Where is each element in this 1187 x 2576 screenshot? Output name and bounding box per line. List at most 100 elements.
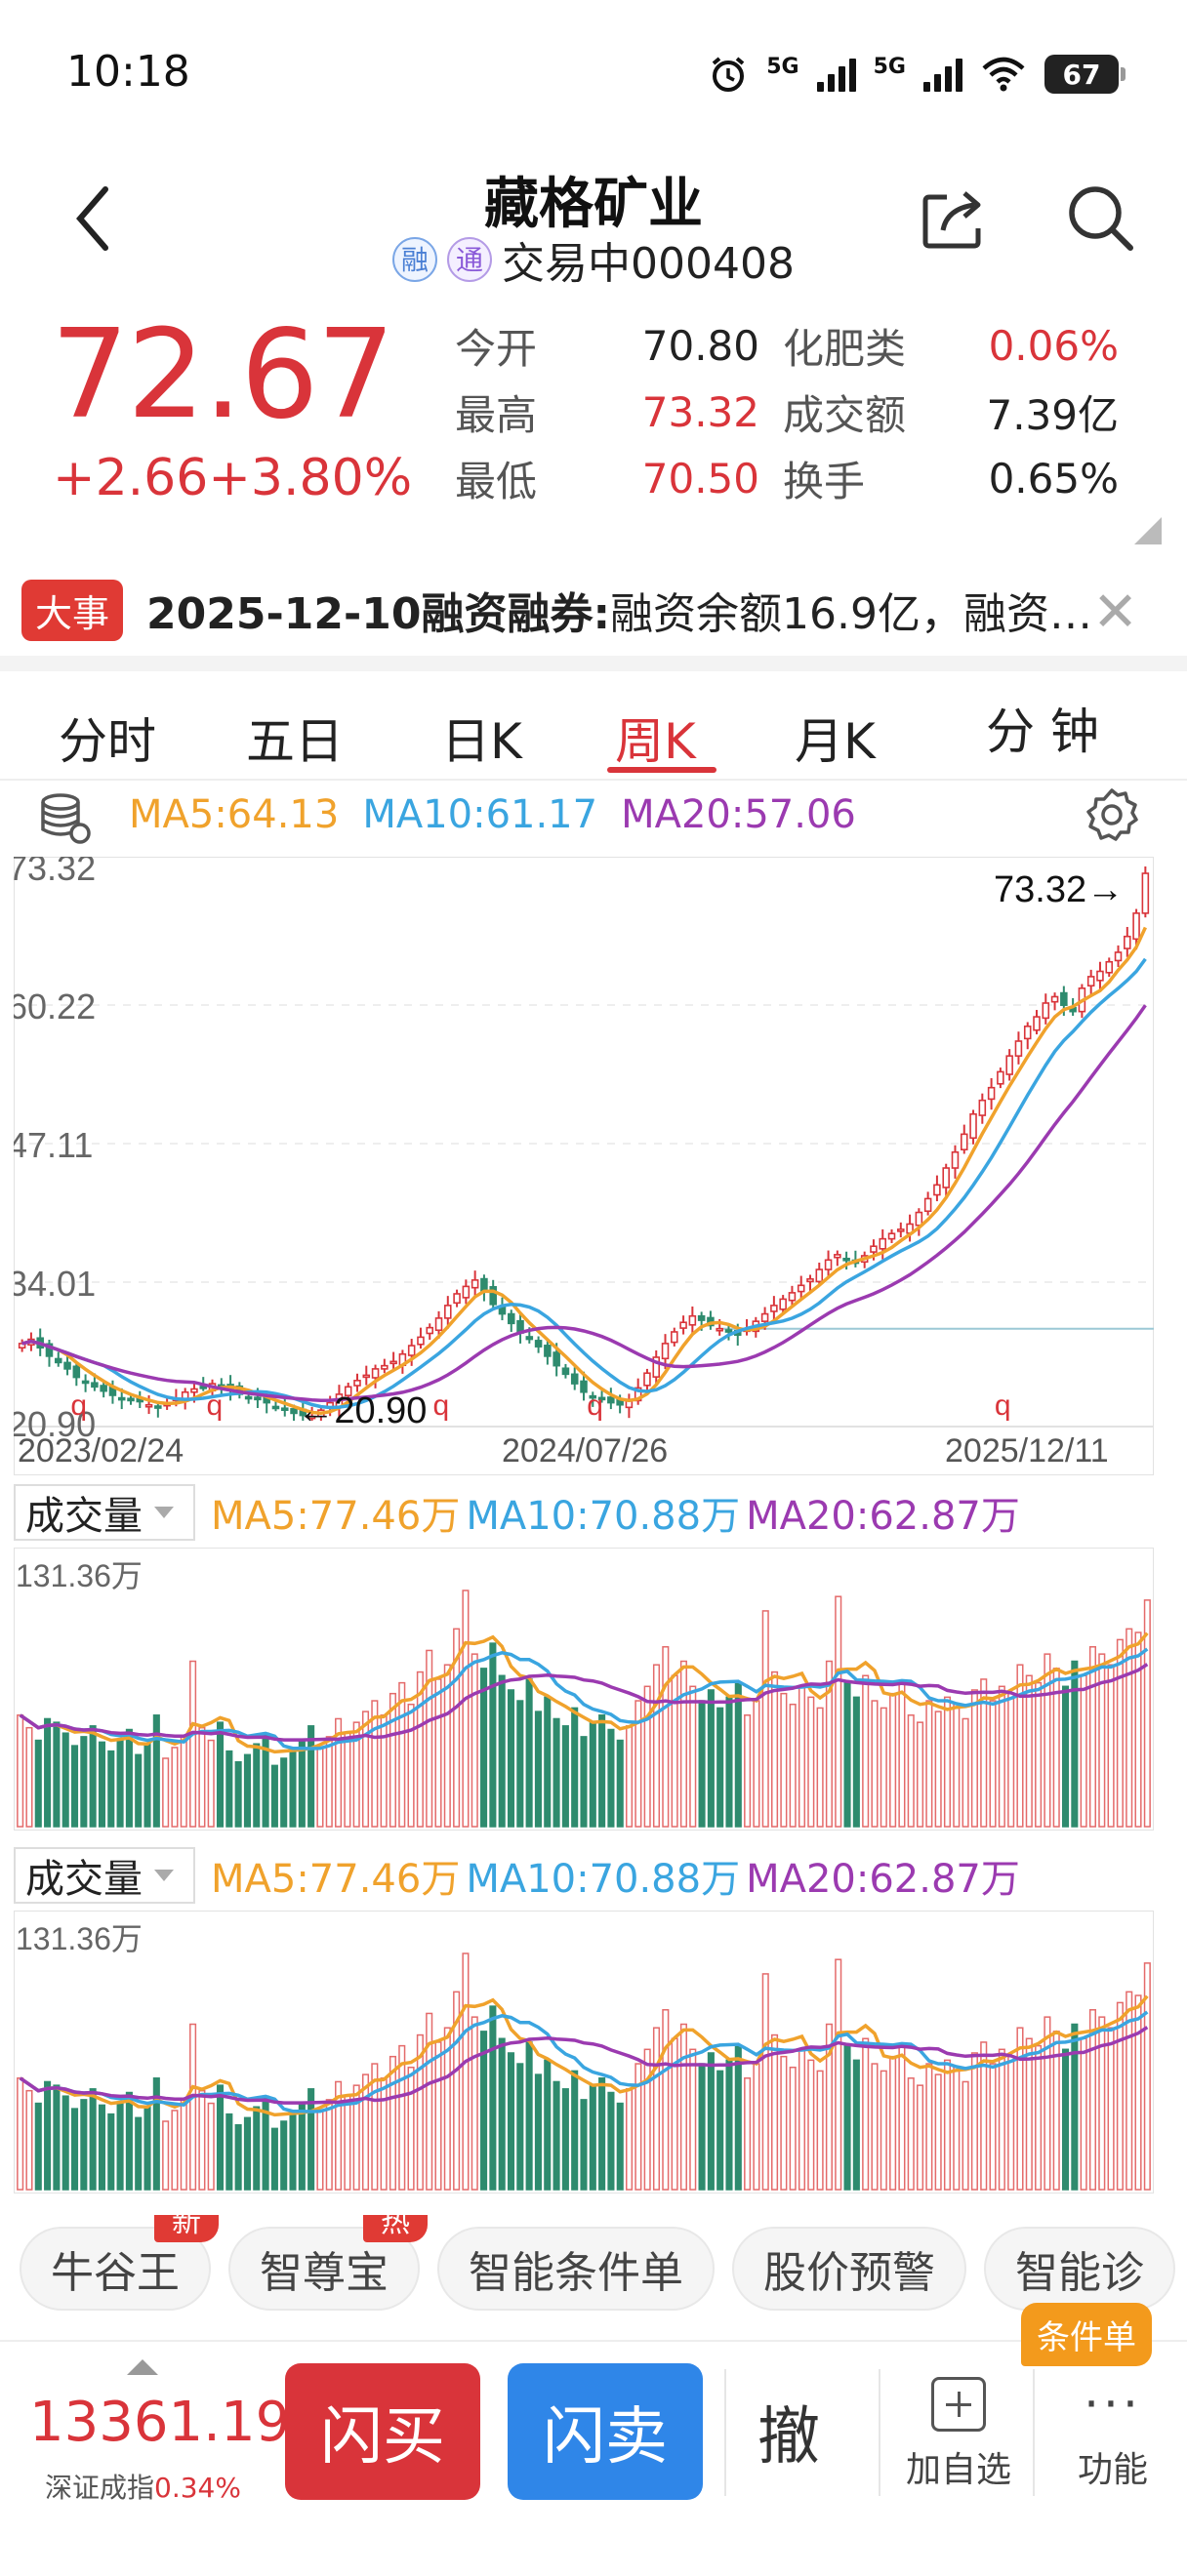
x-tick-label: 2025/12/11 bbox=[945, 1432, 1109, 1469]
volume-bar bbox=[917, 2084, 924, 2191]
index-value[interactable]: 13361.19 bbox=[29, 2391, 291, 2454]
candle-body bbox=[117, 1396, 126, 1401]
function-button[interactable]: ··· 功能 bbox=[1054, 2377, 1171, 2492]
candle-body bbox=[63, 1361, 71, 1370]
news-ticker[interactable]: 大事 2025-12-10融资融券:融资余额16.9亿，融资… ✕ bbox=[0, 561, 1187, 659]
candle-body bbox=[290, 1408, 298, 1415]
feature-zhizunbao[interactable]: 智尊宝 热 bbox=[228, 2215, 428, 2311]
ma20-value: MA20:57.06 bbox=[621, 792, 856, 837]
volume-bar bbox=[934, 1711, 942, 1828]
candle-body bbox=[652, 1356, 661, 1378]
volume-bar bbox=[643, 2048, 651, 2191]
candle-body bbox=[462, 1285, 471, 1299]
indicator-select[interactable]: 成交量 bbox=[14, 1847, 195, 1904]
tab-daily-k[interactable]: 日K bbox=[441, 713, 522, 770]
tab-weekly-k[interactable]: 周K bbox=[615, 713, 696, 770]
volume-bar bbox=[61, 2095, 69, 2191]
volume-bar bbox=[852, 2059, 860, 2191]
feature-niuguwang[interactable]: 牛谷王 新 bbox=[20, 2215, 219, 2311]
tab-five-day[interactable]: 五日 bbox=[246, 713, 344, 770]
tab-intraday[interactable]: 分时 bbox=[59, 713, 156, 770]
new-badge: 新 bbox=[154, 2215, 219, 2242]
indicator-select[interactable]: 成交量 bbox=[14, 1484, 195, 1541]
candle-body bbox=[344, 1386, 352, 1397]
ma10-value: MA10:61.17 bbox=[362, 792, 598, 837]
cancel-order-button[interactable]: 撤 bbox=[757, 2401, 820, 2474]
volume-bar bbox=[1143, 1962, 1151, 2191]
active-tab-indicator bbox=[607, 767, 716, 773]
volume-bar bbox=[1044, 1653, 1051, 1828]
volume-bar bbox=[316, 1747, 324, 1828]
volume-bar bbox=[416, 2033, 424, 2191]
tab-minute[interactable]: 分 钟 bbox=[986, 704, 1099, 760]
kline-ma-legend: MA5:64.13 MA10:61.17 MA20:57.06 bbox=[0, 781, 1187, 849]
quick-sell-button[interactable]: 闪卖 bbox=[508, 2363, 703, 2500]
volume-bar bbox=[471, 2016, 478, 2191]
search-button[interactable] bbox=[1064, 181, 1138, 256]
volume-bar bbox=[970, 1689, 978, 1828]
volume-bar bbox=[598, 2077, 606, 2191]
gear-icon[interactable] bbox=[1084, 786, 1140, 843]
volume-bar bbox=[1098, 1653, 1106, 1828]
volume-bar bbox=[307, 2088, 315, 2191]
volume-bar bbox=[253, 1743, 261, 1828]
volume-bar bbox=[1116, 1638, 1124, 1828]
share-button[interactable] bbox=[918, 181, 992, 256]
volume-bar bbox=[634, 2063, 642, 2191]
volume-bar bbox=[280, 1757, 288, 1828]
volume-bar bbox=[744, 1714, 752, 1828]
volume-bar bbox=[389, 2055, 396, 2191]
volume-bar bbox=[571, 1707, 579, 1828]
news-body: 融资余额16.9亿，融资… bbox=[610, 589, 1093, 639]
back-button[interactable] bbox=[68, 180, 127, 258]
vol-ma20-value: MA20:62.87万 bbox=[746, 1494, 1020, 1539]
volume-bar bbox=[734, 2044, 742, 2191]
volume-bar bbox=[580, 1736, 588, 1828]
volume-bar bbox=[1107, 1664, 1115, 1828]
feature-smart-order[interactable]: 智能条件单 bbox=[437, 2227, 715, 2311]
close-icon[interactable]: ✕ bbox=[1092, 581, 1138, 644]
indicator-select-label: 成交量 bbox=[25, 1494, 143, 1539]
quote-label: 换手 bbox=[783, 457, 866, 505]
volume-bar bbox=[80, 1736, 88, 1828]
news-headline: 2025-12-10融资融券: bbox=[146, 589, 611, 639]
volume-bar bbox=[607, 2091, 615, 2191]
feature-price-alert[interactable]: 股价预警 bbox=[732, 2227, 966, 2311]
volume-bar bbox=[525, 2041, 533, 2191]
add-watchlist-button[interactable]: 加自选 bbox=[900, 2377, 1017, 2492]
tab-monthly-k[interactable]: 月K bbox=[795, 713, 876, 770]
volume-bar bbox=[880, 2070, 887, 2191]
margin-badge: 融 bbox=[392, 237, 438, 282]
candle-body bbox=[561, 1367, 570, 1376]
expand-up-icon[interactable] bbox=[127, 2359, 158, 2375]
volume-bar bbox=[1071, 1660, 1079, 1828]
stock-name: 藏格矿业 bbox=[484, 173, 703, 236]
candle-body bbox=[1132, 912, 1140, 941]
quick-buy-button[interactable]: 闪买 bbox=[285, 2363, 480, 2500]
candle-body bbox=[271, 1405, 280, 1410]
volume-chart-2[interactable]: 131.36万 bbox=[14, 1911, 1154, 2194]
last-price: 72.67 bbox=[51, 302, 395, 446]
volume-bar bbox=[53, 1721, 61, 1828]
feature-smart-diagnosis[interactable]: 智能诊 bbox=[984, 2227, 1175, 2311]
candle-body bbox=[407, 1345, 416, 1356]
volume-chart-1[interactable]: 131.36万 bbox=[14, 1548, 1154, 1831]
candle-body bbox=[471, 1279, 479, 1289]
candle-body bbox=[661, 1343, 670, 1360]
candle-body bbox=[997, 1070, 1004, 1085]
condition-order-tag[interactable]: 条件单 bbox=[1021, 2303, 1152, 2366]
database-icon[interactable] bbox=[37, 790, 92, 845]
candle-body bbox=[1105, 960, 1114, 974]
volume-bar bbox=[135, 1753, 143, 1828]
signal-label-2: 5G bbox=[873, 54, 906, 79]
candle-body bbox=[434, 1317, 443, 1332]
volume-bar bbox=[1025, 2037, 1033, 2191]
candle-body bbox=[788, 1292, 797, 1302]
candle-body bbox=[897, 1228, 905, 1232]
share-icon bbox=[922, 191, 981, 249]
volume-bar bbox=[380, 1714, 388, 1828]
quote-row: 最低 70.50 换手 0.65% bbox=[455, 445, 1119, 511]
candle-body bbox=[870, 1245, 878, 1253]
expand-corner-icon[interactable] bbox=[1134, 517, 1162, 544]
